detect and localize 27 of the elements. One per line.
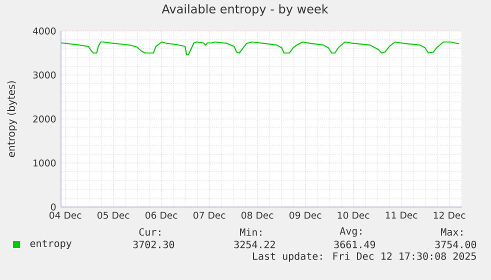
y-axis-title: entropy (bytes)	[7, 81, 17, 158]
x-tick-label: 04 Dec	[49, 212, 82, 219]
text: Min:	[240, 228, 262, 236]
x-tick-label: 10 Dec	[338, 212, 370, 219]
text: 3661.49	[334, 240, 376, 248]
y-tick-label: 3000	[33, 71, 56, 79]
x-tick-label: 12 Dec	[434, 212, 466, 219]
x-tick-label: 11 Dec	[386, 212, 418, 219]
text: Last update: Fri Dec 12 17:30:08 2025	[253, 252, 476, 262]
text: Avg:	[340, 227, 362, 237]
x-tick-label: 06 Dec	[145, 212, 178, 219]
x-tick-label: 05 Dec	[97, 212, 130, 219]
legend-label: entropy	[30, 240, 72, 250]
text: Max:	[441, 228, 462, 236]
y-tick-label: 0	[50, 203, 56, 211]
text: Cur:	[139, 228, 160, 236]
x-tick-label: 07 Dec	[193, 212, 226, 219]
text: 3702.30	[133, 240, 174, 248]
chart-title: Available entropy - by week	[162, 4, 328, 16]
x-tick-label: 09 Dec	[289, 212, 322, 219]
text: 3254.22	[234, 240, 275, 248]
y-tick-label: 1000	[34, 159, 56, 167]
x-tick-label: 08 Dec	[241, 212, 274, 219]
y-tick-label: 4000	[33, 27, 56, 35]
line-series	[61, 41, 460, 56]
y-tick-label: 2000	[33, 115, 56, 123]
text: 3754.00	[435, 240, 476, 248]
